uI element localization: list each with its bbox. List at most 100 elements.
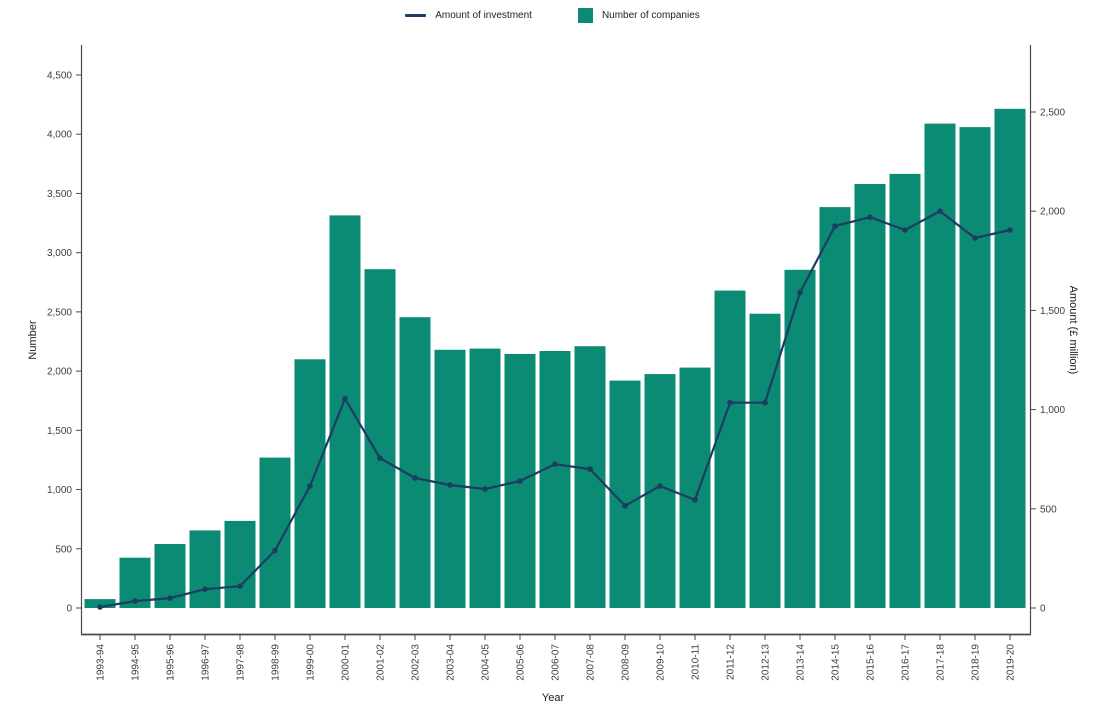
x-axis-tick-label: 2001-02 [376,644,387,681]
y-axis-tick-label-left: 500 [55,544,72,555]
line-point [797,289,803,296]
bar-series-swatch [577,8,593,23]
line-point [657,483,663,489]
line-point [342,395,348,402]
x-axis-tick-label: 2007-08 [586,644,597,681]
y-axis-tick-label-left: 2,500 [47,307,72,318]
bar [959,127,991,608]
x-axis-tick-label: 1998-99 [271,644,282,681]
x-axis-tick-label: 2010-11 [691,644,702,680]
line-point [167,595,173,601]
legend-label-companies: Number of companies [601,10,700,21]
line-point [272,547,278,554]
y-axis-tick-label-left: 1,500 [47,426,72,437]
x-axis-tick-label: 1997-98 [236,644,247,681]
x-axis-tick-label: 1995-96 [166,644,177,681]
bars-group [84,108,1026,609]
x-axis-title: Year [542,692,565,704]
x-axis-tick-label: 1993-94 [96,644,107,681]
x-axis-tick-label: 2019-20 [1006,644,1017,681]
bar [889,173,921,608]
x-axis-tick-label: 2005-06 [516,644,527,681]
x-axis-tick-label: 2000-01 [341,644,352,681]
bar [399,317,431,608]
bar [329,215,361,608]
line-point [412,475,418,481]
y-axis-title-right: Amount (£ million) [1067,286,1079,375]
y-axis-title-left: Number [27,320,39,359]
line-point [832,223,838,229]
bar [574,346,606,608]
y-axis-tick-label-left: 0 [66,604,72,615]
line-point [482,486,488,492]
line-point [622,503,628,509]
legend-item-amount: Amount of investment [405,10,532,21]
line-point [937,208,943,214]
line-point [587,466,593,472]
y-axis-tick-label-left: 1,000 [47,485,72,496]
line-point [972,235,978,241]
x-axis-tick-label: 2002-03 [411,644,422,681]
line-point [762,399,768,406]
legend-item-companies: Number of companies [577,8,700,23]
line-group [97,208,1013,610]
x-axis-tick-label: 2008-09 [621,644,632,681]
line-point [97,604,103,610]
x-axis-tick-label: 1994-95 [131,644,142,681]
line-point [902,227,908,233]
y-axis-tick-label-left: 4,500 [47,71,72,82]
legend-label-amount: Amount of investment [435,10,532,21]
y-axis-tick-label-left: 3,500 [47,189,72,200]
bar [224,520,256,608]
bar [784,269,816,608]
y-axis-tick-label-right: 2,500 [1040,108,1065,119]
x-axis-tick-label: 2014-15 [831,644,842,681]
y-axis-tick-label-right: 2,000 [1040,207,1065,218]
x-axis-tick-label: 2013-14 [796,644,807,681]
line-point [132,598,138,604]
x-axis-tick-label: 1996-97 [201,644,212,681]
line-point [377,455,383,462]
y-axis-tick-label-right: 0 [1040,604,1046,615]
line-point [552,461,558,468]
x-axis-tick-label: 2017-18 [936,644,947,681]
y-axis-tick-label-left: 4,000 [47,130,72,141]
x-axis-tick-label: 2004-05 [481,644,492,681]
x-axis-tick-label: 2011-12 [726,644,737,680]
bar [854,184,886,608]
x-axis-tick-label: 2018-19 [971,644,982,681]
y-axis-tick-label-left: 3,000 [47,248,72,259]
line-series-swatch [405,14,427,17]
bar [469,348,501,608]
line-point [727,399,733,406]
y-axis-tick-label-right: 500 [1040,504,1057,515]
x-axis-tick-label: 2006-07 [551,644,562,681]
y-axis-tick-label-left: 2,000 [47,367,72,378]
bar [819,207,851,608]
line-point [237,583,243,589]
x-axis-tick-label: 2012-13 [761,644,772,681]
bar [749,313,781,608]
line-point [517,478,523,484]
y-axis-tick-label-right: 1,000 [1040,405,1065,416]
bar [679,367,711,608]
line-point [447,482,453,488]
x-axis-tick-label: 1999-00 [306,644,317,681]
line-point [867,214,873,220]
line-point [202,586,208,592]
x-axis-tick-label: 2009-10 [656,644,667,681]
x-axis-tick-label: 2003-04 [446,644,457,681]
bar [84,599,116,608]
line-point [307,483,313,489]
bar [994,108,1026,609]
chart-legend: Amount of investment Number of companies [0,8,1105,23]
axes-group: 0 500 1,000 1,500 2,000 2,500 3,000 3,500 4,000 4… [47,45,1065,681]
bar [434,349,466,608]
x-axis-tick-label: 2015-16 [866,644,877,681]
bar [539,351,571,608]
bar [714,290,746,608]
x-axis-tick-label: 2016-17 [901,644,912,681]
line-point [1007,227,1013,233]
